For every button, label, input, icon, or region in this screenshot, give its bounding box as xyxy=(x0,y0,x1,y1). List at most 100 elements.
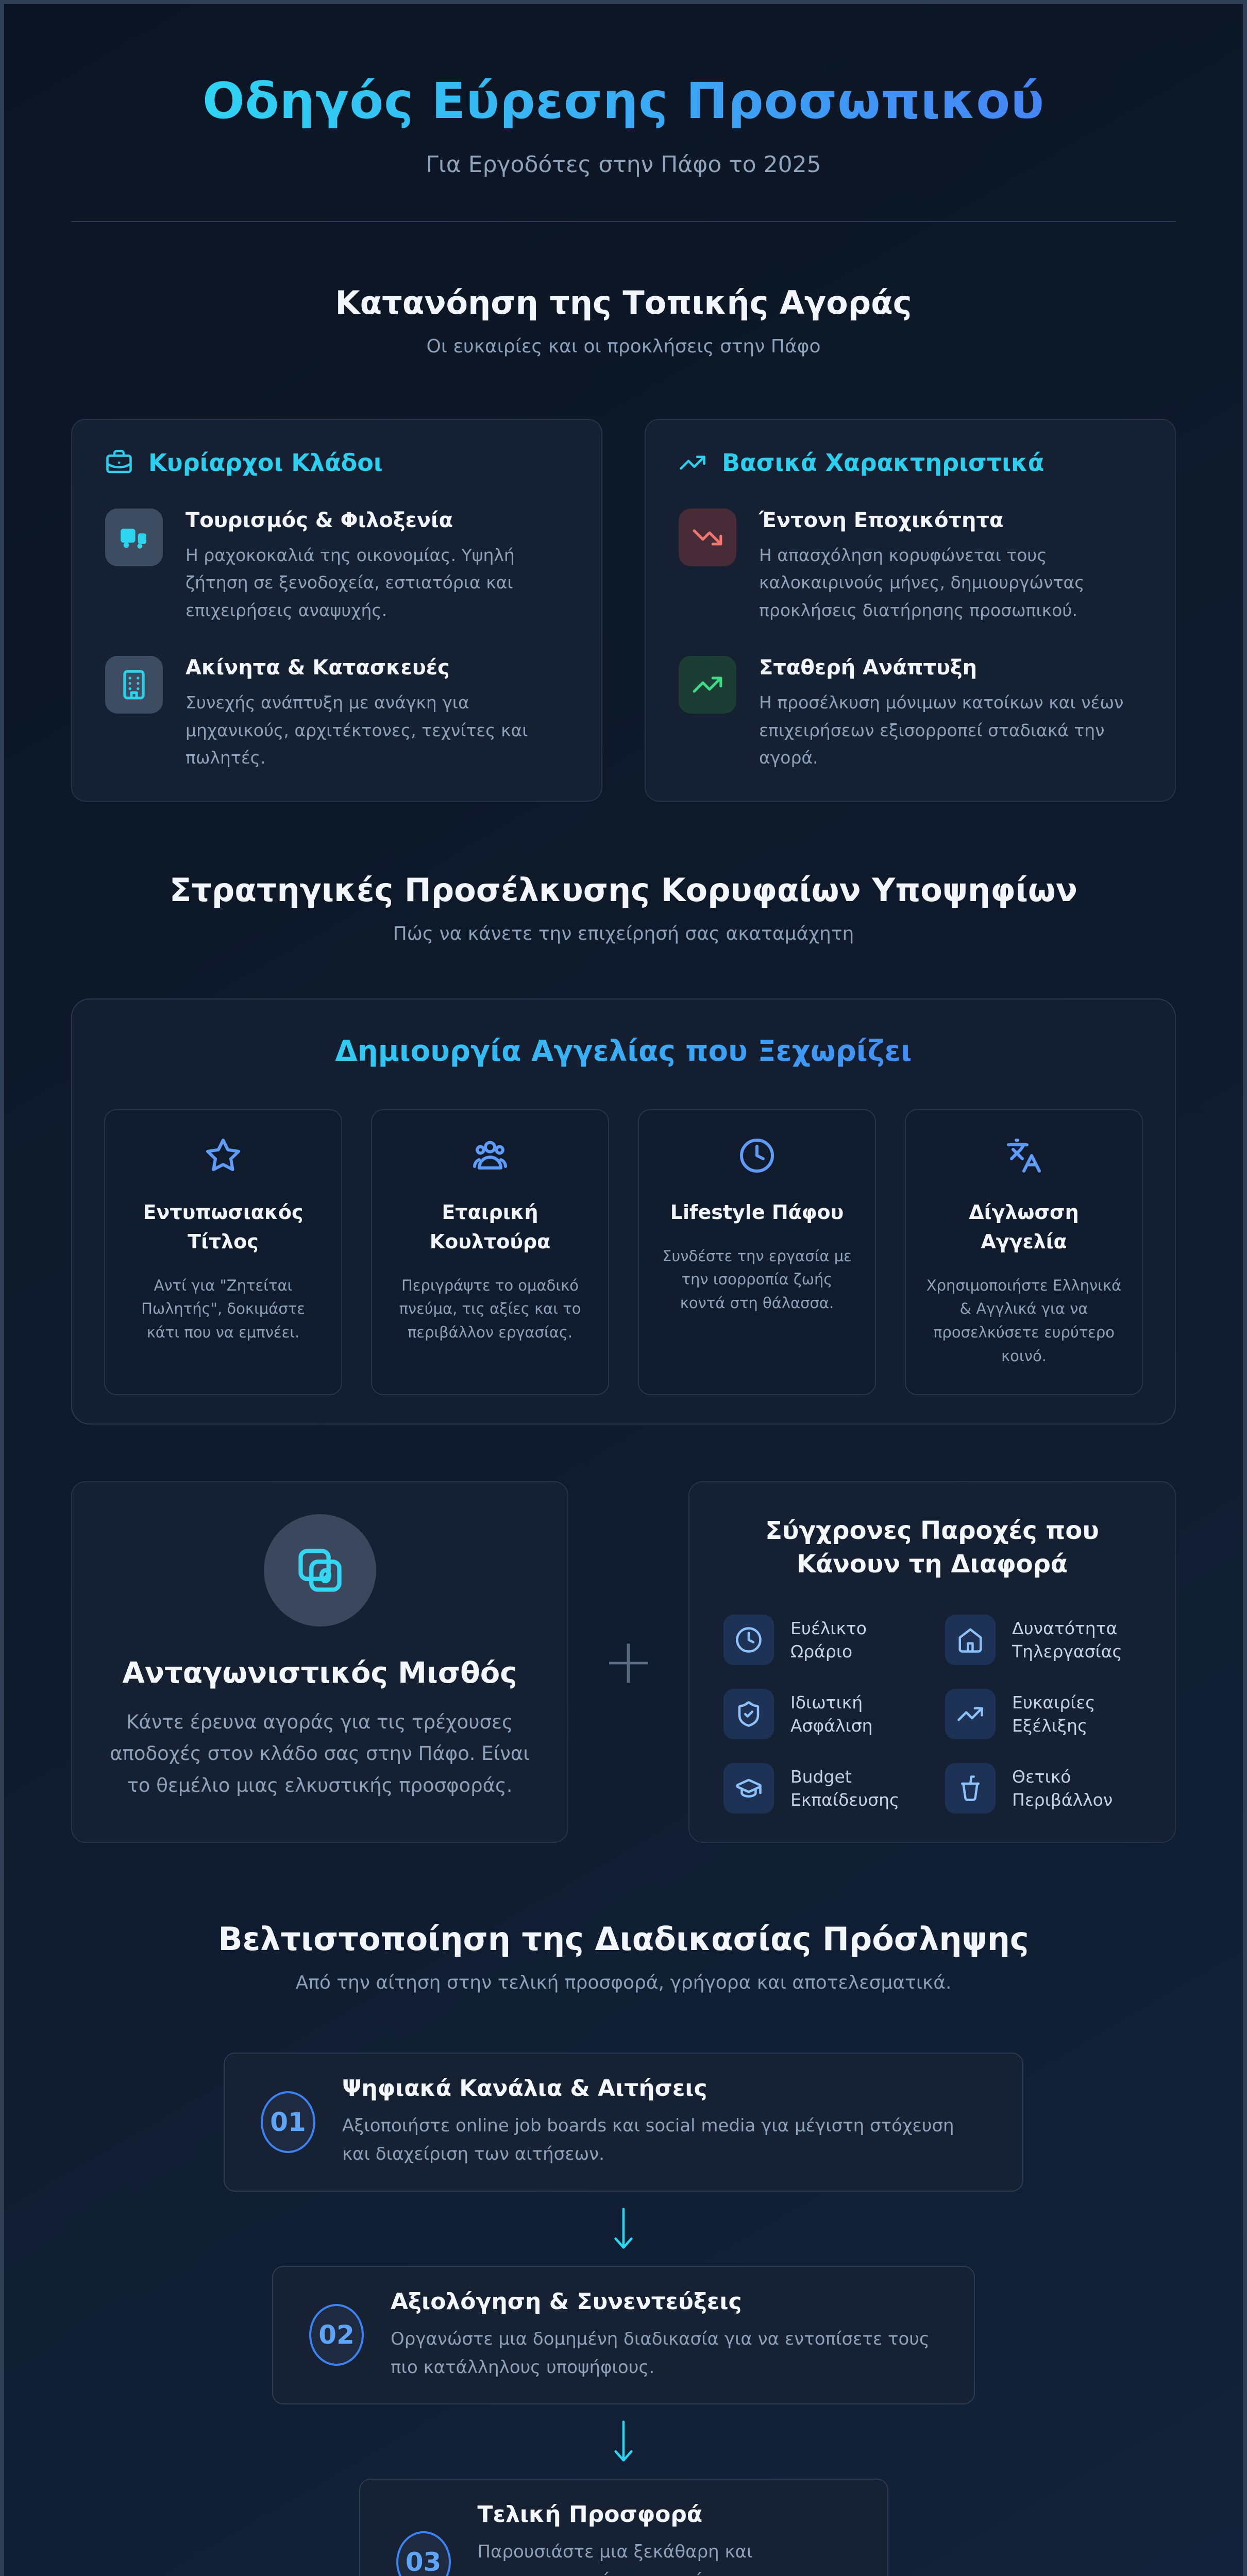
process-subtitle: Από την αίτηση στην τελική προσφορά, γρή… xyxy=(295,1972,952,1994)
step-number-badge: 03 xyxy=(396,2531,451,2576)
section-market: Κατανόηση της Τοπικής Αγοράς Οι ευκαιρίε… xyxy=(4,284,1243,802)
trait-item-text: Η προσέλκυση μόνιμων κατοίκων και νέων ε… xyxy=(759,692,1124,768)
traits-card-header: Βασικά Χαρακτηριστικά xyxy=(679,449,1142,477)
trait-item-title: Έντονη Εποχικότητα xyxy=(759,509,1004,532)
benefit-flexible-hours: Ευέλικτο Ωράριο xyxy=(723,1615,919,1666)
benefits-title: Σύγχρονες Παροχές που Κάνουν τη Διαφορά xyxy=(765,1516,1099,1579)
ad-item-title: Δίγλωσση Αγγελία xyxy=(969,1200,1079,1253)
ad-item-title: Εταιρική Κουλτούρα xyxy=(429,1200,551,1253)
benefit-private-insurance: Ιδιωτική Ασφάλιση xyxy=(723,1689,919,1740)
step-final-offer: 03 Τελική Προσφορά Παρουσιάστε μια ξεκάθ… xyxy=(359,2478,888,2576)
benefit-remote-work: Δυνατότητα Τηλεργασίας xyxy=(945,1615,1141,1666)
step-body: Αξιολόγηση & Συνεντεύξεις Οργανώστε μια … xyxy=(391,2289,938,2382)
plus-icon: + xyxy=(602,1626,654,1698)
ad-item-bilingual: Δίγλωσση Αγγελία Χρησιμοποιήστε Ελληνικά… xyxy=(905,1109,1143,1395)
users-icon xyxy=(471,1137,509,1174)
trending-up-icon xyxy=(945,1689,996,1740)
section-strategies: Στρατηγικές Προσέλκυσης Κορυφαίων Υποψηφ… xyxy=(4,871,1243,1843)
trait-item-text: Η απασχόληση κορυφώνεται τους καλοκαιριν… xyxy=(759,545,1085,620)
step-body: Τελική Προσφορά Παρουσιάστε μια ξεκάθαρη… xyxy=(478,2501,851,2576)
benefit-label: Δυνατότητα Τηλεργασίας xyxy=(1012,1618,1122,1662)
clock-icon xyxy=(738,1137,776,1174)
plus-separator: + xyxy=(568,1481,688,1843)
graduation-cap-icon xyxy=(723,1763,774,1814)
process-steps: 01 Ψηφιακά Κανάλια & Αιτήσεις Αξιοποιήστ… xyxy=(71,2053,1176,2576)
trending-down-icon xyxy=(679,509,736,566)
languages-icon xyxy=(1005,1137,1042,1174)
step-text: Παρουσιάστε μια ξεκάθαρη και ανταγωνιστι… xyxy=(477,2541,765,2576)
page-title: Οδηγός Εύρεσης Προσωπικού xyxy=(71,70,1176,132)
ad-card-title: Δημιουργία Αγγελίας που Ξεχωρίζει xyxy=(104,1033,1143,1071)
step-number-badge: 02 xyxy=(309,2304,364,2366)
trait-item-title: Σταθερή Ανάπτυξη xyxy=(759,656,978,680)
step-title: Αξιολόγηση & Συνεντεύξεις xyxy=(391,2288,742,2315)
step-text: Αξιοποιήστε online job boards και social… xyxy=(342,2115,954,2165)
sector-item-text: Συνεχής ανάπτυξη με ανάγκη για μηχανικού… xyxy=(186,692,528,768)
salary-card: Ανταγωνιστικός Μισθός Κάντε έρευνα αγορά… xyxy=(71,1481,568,1843)
traits-card: Βασικά Χαρακτηριστικά Έντονη Εποχικότητα… xyxy=(645,419,1176,802)
ad-item-text: Χρησιμοποιήστε Ελληνικά & Αγγλικά για να… xyxy=(926,1276,1122,1365)
step-evaluation-interviews: 02 Αξιολόγηση & Συνεντεύξεις Οργανώστε μ… xyxy=(272,2265,975,2404)
strategies-title: Στρατηγικές Προσέλκυσης Κορυφαίων Υποψηφ… xyxy=(170,871,1077,909)
truck-icon xyxy=(105,509,163,566)
salary-benefits-row: Ανταγωνιστικός Μισθός Κάντε έρευνα αγορά… xyxy=(71,1481,1176,1843)
market-subtitle: Οι ευκαιρίες και οι προκλήσεις στην Πάφο xyxy=(426,336,821,357)
ad-item-text: Συνδέστε την εργασία με την ισορροπία ζω… xyxy=(662,1247,852,1312)
benefit-label: Ευέλικτο Ωράριο xyxy=(790,1618,867,1662)
ad-item-culture: Εταιρική Κουλτούρα Περιγράψτε το ομαδικό… xyxy=(371,1109,609,1395)
benefit-grid: Ευέλικτο Ωράριο Δυνατότητα Τηλεργασίας Ι… xyxy=(723,1615,1141,1814)
cup-soda-icon xyxy=(945,1763,996,1814)
clock-icon xyxy=(723,1615,774,1666)
step-text: Οργανώστε μια δομημένη διαδικασία για να… xyxy=(391,2328,930,2378)
ad-item-title: Lifestyle Πάφου xyxy=(670,1200,844,1224)
benefit-training-budget: Budget Εκπαίδευσης xyxy=(723,1763,919,1814)
benefit-label: Ιδιωτική Ασφάλιση xyxy=(790,1692,873,1736)
benefit-label: Θετικό Περιβάλλον xyxy=(1012,1766,1113,1810)
trending-up-icon xyxy=(679,449,706,477)
section-process: Βελτιστοποίηση της Διαδικασίας Πρόσληψης… xyxy=(4,1920,1243,2576)
benefit-label: Budget Εκπαίδευσης xyxy=(790,1766,900,1810)
salary-text: Κάντε έρευνα αγοράς για τις τρέχουσες απ… xyxy=(110,1710,530,1797)
ad-item-text: Περιγράψτε το ομαδικό πνεύμα, τις αξίες … xyxy=(399,1276,581,1342)
benefit-positive-environment: Θετικό Περιβάλλον xyxy=(945,1763,1141,1814)
sector-item-title: Τουρισμός & Φιλοξενία xyxy=(186,509,453,532)
sector-item-title: Ακίνητα & Κατασκευές xyxy=(186,656,450,680)
ad-item-title: Εντυπωσιακός Τίτλος xyxy=(143,1200,304,1253)
step-number-badge: 01 xyxy=(261,2091,315,2153)
ad-item-lifestyle: Lifestyle Πάφου Συνδέστε την εργασία με … xyxy=(638,1109,876,1395)
trait-item-body: Έντονη Εποχικότητα Η απασχόληση κορυφώνε… xyxy=(759,509,1142,624)
step-body: Ψηφιακά Κανάλια & Αιτήσεις Αξιοποιήστε o… xyxy=(342,2075,986,2168)
ad-item-headline: Εντυπωσιακός Τίτλος Αντί για "Ζητείται Π… xyxy=(104,1109,342,1395)
benefit-label: Ευκαιρίες Εξέλιξης xyxy=(1012,1692,1096,1736)
sector-item-realestate: Ακίνητα & Κατασκευές Συνεχής ανάπτυξη με… xyxy=(105,656,568,771)
header: Οδηγός Εύρεσης Προσωπικού Για Εργοδότες … xyxy=(4,4,1243,222)
home-icon xyxy=(945,1615,996,1666)
trending-up-icon xyxy=(679,656,736,714)
traits-card-title: Βασικά Χαρακτηριστικά xyxy=(722,449,1044,477)
ad-grid: Εντυπωσιακός Τίτλος Αντί για "Ζητείται Π… xyxy=(104,1109,1143,1395)
step-title: Ψηφιακά Κανάλια & Αιτήσεις xyxy=(342,2075,707,2102)
step-title: Τελική Προσφορά xyxy=(477,2501,703,2528)
trait-item-growth: Σταθερή Ανάπτυξη Η προσέλκυση μόνιμων κα… xyxy=(679,656,1142,771)
page-subtitle: Για Εργοδότες στην Πάφο το 2025 xyxy=(426,151,821,178)
briefcase-icon xyxy=(105,449,133,477)
header-divider xyxy=(71,221,1176,222)
sector-item-tourism: Τουρισμός & Φιλοξενία Η ραχοκοκαλιά της … xyxy=(105,509,568,624)
trait-item-seasonality: Έντονη Εποχικότητα Η απασχόληση κορυφώνε… xyxy=(679,509,1142,624)
ad-item-text: Αντί για "Ζητείται Πωλητής", δοκιμάστε κ… xyxy=(141,1276,305,1342)
sectors-card-header: Κυρίαρχοι Κλάδοι xyxy=(105,449,568,477)
banknote-icon xyxy=(263,1514,376,1626)
trait-item-body: Σταθερή Ανάπτυξη Η προσέλκυση μόνιμων κα… xyxy=(759,656,1142,771)
arrow-down-icon xyxy=(612,2417,635,2466)
market-cards-row: Κυρίαρχοι Κλάδοι Τουρισμός & Φιλοξενία Η… xyxy=(71,419,1176,802)
ad-card: Δημιουργία Αγγελίας που Ξεχωρίζει Εντυπω… xyxy=(71,998,1176,1425)
sector-item-body: Ακίνητα & Κατασκευές Συνεχής ανάπτυξη με… xyxy=(186,656,568,771)
shield-check-icon xyxy=(723,1689,774,1740)
process-title: Βελτιστοποίηση της Διαδικασίας Πρόσληψης xyxy=(218,1920,1029,1958)
star-icon xyxy=(205,1137,242,1174)
sector-item-body: Τουρισμός & Φιλοξενία Η ραχοκοκαλιά της … xyxy=(186,509,568,624)
arrow-down-icon xyxy=(612,2204,635,2253)
building-icon xyxy=(105,656,163,714)
salary-title: Ανταγωνιστικός Μισθός xyxy=(122,1656,517,1690)
